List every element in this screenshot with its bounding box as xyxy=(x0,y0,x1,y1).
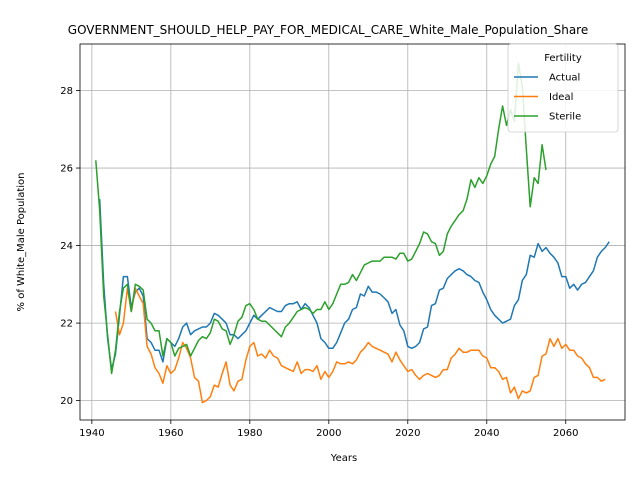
x-tick-label: 1940 xyxy=(79,428,104,439)
y-tick-label: 24 xyxy=(60,241,73,252)
legend: Fertility Actual Ideal Sterile xyxy=(507,43,619,133)
legend-label-sterile: Sterile xyxy=(549,112,581,123)
x-tick-label: 2040 xyxy=(474,428,499,439)
y-axis-label: % of White_Male Population xyxy=(16,173,27,312)
series-line-ideal xyxy=(114,287,606,404)
legend-title: Fertility xyxy=(544,53,582,64)
y-axis: 20 22 24 26 28 xyxy=(60,86,80,407)
x-tick-label: 2060 xyxy=(553,428,578,439)
y-tick-label: 20 xyxy=(60,396,73,407)
series-line-sterile xyxy=(95,62,547,375)
grid xyxy=(80,44,625,420)
x-axis: 1940 1960 1980 2000 2020 2040 2060 xyxy=(79,420,578,439)
legend-label-ideal: Ideal xyxy=(549,92,573,103)
plot-frame xyxy=(79,43,626,421)
chart-title: GOVERNMENT_SHOULD_HELP_PAY_FOR_MEDICAL_C… xyxy=(68,23,588,37)
x-tick-label: 1980 xyxy=(237,428,262,439)
legend-items: Actual Ideal Sterile xyxy=(514,73,581,123)
y-tick-label: 22 xyxy=(60,319,73,330)
x-tick-label: 1960 xyxy=(158,428,183,439)
x-axis-label: Years xyxy=(330,453,357,464)
series-lines xyxy=(95,62,610,404)
x-tick-label: 2020 xyxy=(395,428,420,439)
legend-box xyxy=(507,43,619,133)
y-tick-label: 26 xyxy=(60,164,73,175)
series-line-actual xyxy=(98,199,610,371)
x-tick-label: 2000 xyxy=(316,428,341,439)
y-tick-label: 28 xyxy=(60,86,73,97)
legend-label-actual: Actual xyxy=(549,73,580,84)
